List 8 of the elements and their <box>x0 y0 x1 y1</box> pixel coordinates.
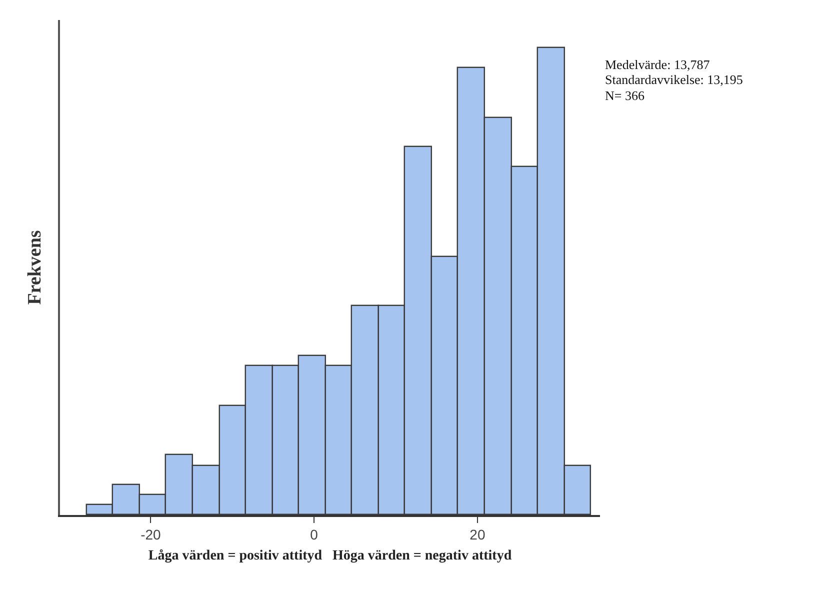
x-tick-label: 0 <box>310 526 318 543</box>
y-axis-title: Frekvens <box>24 230 46 305</box>
text: Medelvärde: 13,787 <box>605 57 710 72</box>
x-axis-title: Låga värden = positiv attityd Höga värden = negativ attityd <box>148 548 512 564</box>
text: N= 366 <box>605 88 645 103</box>
x-tick-label: 20 <box>470 526 486 543</box>
text: Standardavvikelse: 13,195 <box>605 72 743 87</box>
x-tick-label: -20 <box>140 526 162 543</box>
